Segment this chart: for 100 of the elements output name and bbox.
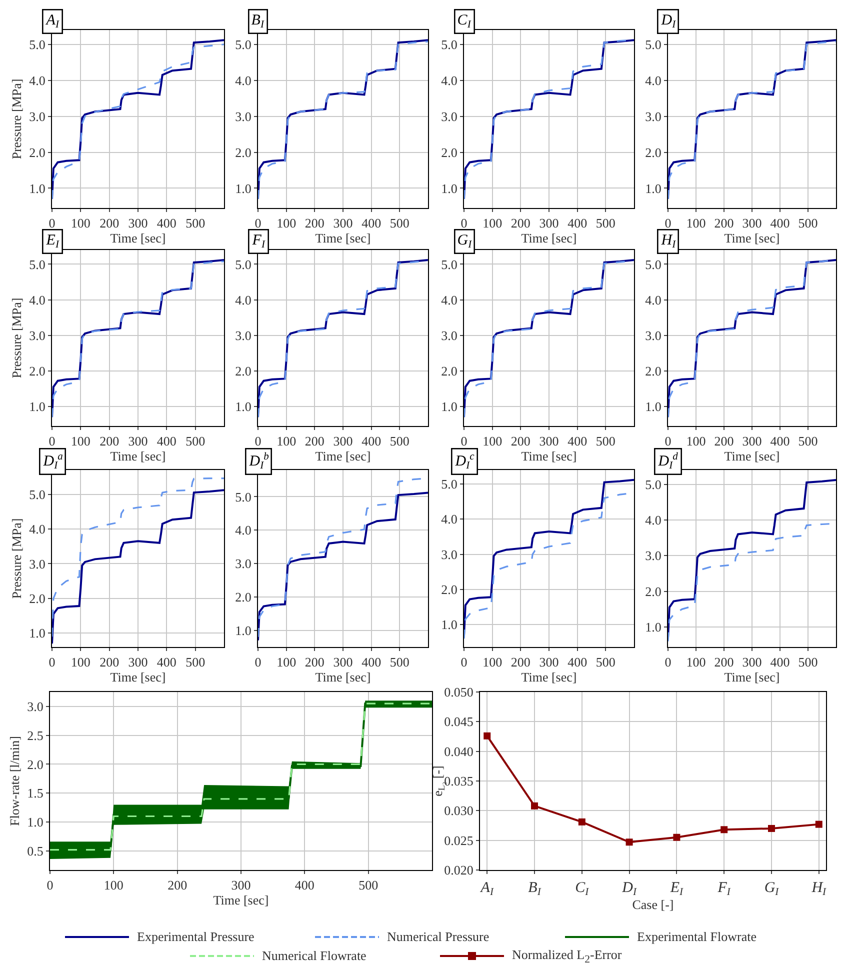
y-axis-title: Pressure [MPa] xyxy=(9,298,24,378)
x-tick-label: 500 xyxy=(596,654,616,670)
point xyxy=(720,826,728,834)
point xyxy=(484,732,491,740)
y-tick-label: 4.0 xyxy=(235,72,252,88)
y-tick-label: 4.0 xyxy=(441,512,458,527)
x-tick-label: 0 xyxy=(48,434,56,449)
x-tick-label: 200 xyxy=(304,654,324,670)
point xyxy=(626,838,633,846)
x-tick-label: 400 xyxy=(568,434,588,449)
x-tick-label: 100 xyxy=(276,216,296,231)
y-tick-label: 2.0 xyxy=(645,584,662,599)
x-axis-title: Time [sec] xyxy=(521,230,577,246)
legend-label: Numerical Flowrate xyxy=(262,948,366,964)
y-tick-label: 2.0 xyxy=(645,144,662,160)
x-axis-title: Time [sec] xyxy=(521,670,577,685)
point xyxy=(578,818,586,826)
y-tick-label: 2.0 xyxy=(29,144,46,160)
x-tick-label: 300 xyxy=(333,434,353,449)
y-tick-label: 5.0 xyxy=(235,36,252,52)
x-tick-label: 500 xyxy=(798,434,818,449)
y-tick-label: 5.0 xyxy=(441,256,458,272)
point xyxy=(815,820,822,828)
x-tick-label: C$_{I}$ xyxy=(575,880,590,898)
x-tick-label: 400 xyxy=(156,434,176,449)
y-tick-label: 4.0 xyxy=(645,512,662,528)
x-tick-label: 100 xyxy=(70,654,90,670)
y-tick-label: 5.0 xyxy=(645,36,662,52)
x-tick-label: 500 xyxy=(358,878,378,893)
y-tick-label: 1.0 xyxy=(27,814,44,830)
y-tick-label: 0.030 xyxy=(444,803,474,818)
x-tick-label: E$_{I}$ xyxy=(669,880,684,898)
x-tick-label: 0 xyxy=(48,216,56,231)
x-tick-label: 100 xyxy=(686,434,706,449)
legend-label: Experimental Pressure xyxy=(137,929,254,945)
x-tick-label: 400 xyxy=(770,654,790,670)
x-tick-label: 0 xyxy=(46,878,54,893)
x-tick-label: 500 xyxy=(186,216,206,231)
x-tick-label: F$_{I}$ xyxy=(716,880,731,898)
x-tick-label: 0 xyxy=(460,216,468,231)
y-tick-label: 4.0 xyxy=(29,522,46,537)
chart-title: H$_{I}$ xyxy=(660,232,676,250)
y-tick-label: 0.020 xyxy=(444,862,474,878)
x-tick-label: 400 xyxy=(156,654,176,670)
x-tick-label: 100 xyxy=(482,654,502,670)
x-tick-label: 400 xyxy=(770,434,790,449)
y-tick-label: 5.0 xyxy=(235,256,252,272)
x-tick-label: 300 xyxy=(539,434,559,449)
y-tick-label: 3.0 xyxy=(235,556,252,572)
y-tick-label: 4.0 xyxy=(645,72,662,88)
x-tick-label: 500 xyxy=(798,216,818,231)
y-tick-label: 2.0 xyxy=(645,363,662,378)
y-tick-label: 1.0 xyxy=(29,180,46,196)
x-tick-label: B$_{I}$ xyxy=(528,880,542,898)
y-tick-label: 0.035 xyxy=(444,774,474,789)
x-tick-label: 300 xyxy=(742,216,762,231)
x-tick-label: 400 xyxy=(294,878,314,893)
x-tick-label: 300 xyxy=(539,654,559,670)
x-tick-label: 200 xyxy=(510,216,530,231)
x-tick-label: 200 xyxy=(304,434,324,449)
x-tick-label: 500 xyxy=(596,216,616,231)
x-tick-label: 500 xyxy=(390,434,410,449)
x-tick-label: G$_{I}$ xyxy=(764,880,780,898)
y-tick-label: 2.0 xyxy=(235,144,252,160)
chart-title: E$_{I}$ xyxy=(45,232,60,250)
x-axis-title: Time [sec] xyxy=(213,892,269,908)
y-tick-label: 4.0 xyxy=(235,292,252,308)
y-tick-label: 1.0 xyxy=(235,180,252,196)
chart-title: G$_{I}$ xyxy=(457,232,472,250)
y-tick-label: 3.0 xyxy=(235,328,252,343)
y-tick-label: 4.0 xyxy=(29,72,46,88)
x-tick-label: 100 xyxy=(686,216,706,231)
y-axis-title: Pressure [MPa] xyxy=(9,518,24,599)
x-tick-label: 200 xyxy=(100,434,120,449)
y-tick-label: 5.0 xyxy=(441,36,458,52)
x-tick-label: 400 xyxy=(568,216,588,231)
y-tick-label: 5.0 xyxy=(29,256,46,272)
legend-label: Normalized L$_{2}$-Error xyxy=(512,947,622,966)
chart-title: D$_{I}$ xyxy=(660,12,676,30)
y-tick-label: 0.040 xyxy=(444,744,474,759)
y-tick-label: 2.0 xyxy=(441,363,458,378)
x-tick-label: 0 xyxy=(254,434,262,449)
x-tick-label: 400 xyxy=(770,216,790,231)
x-tick-label: 0 xyxy=(664,216,672,231)
x-tick-label: 200 xyxy=(168,878,188,893)
y-tick-label: 1.0 xyxy=(235,622,252,638)
y-tick-label: 2.5 xyxy=(27,728,44,743)
x-tick-label: 100 xyxy=(70,434,90,449)
y-tick-label: 0.5 xyxy=(27,843,44,858)
x-tick-label: 200 xyxy=(714,434,734,449)
x-tick-label: 200 xyxy=(100,654,120,670)
x-tick-label: D$_{I}$ xyxy=(621,880,637,898)
x-tick-label: 300 xyxy=(128,654,148,670)
point xyxy=(673,834,680,841)
y-tick-label: 1.0 xyxy=(29,398,46,414)
x-axis-title: Time [sec] xyxy=(315,230,371,246)
x-tick-label: 300 xyxy=(539,216,559,231)
y-tick-label: 3.0 xyxy=(441,328,458,343)
x-tick-label: 300 xyxy=(231,878,251,893)
y-tick-label: 3.0 xyxy=(29,556,46,572)
